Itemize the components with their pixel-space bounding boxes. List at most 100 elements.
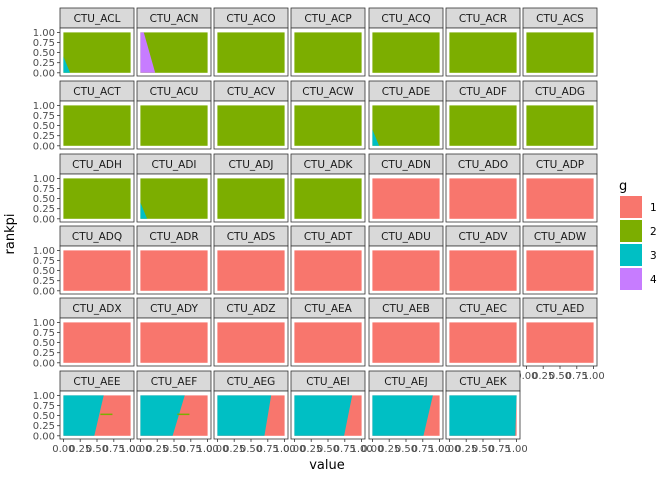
legend-key-4 [620,268,642,290]
area-series-1 [526,178,594,219]
facet-panel: CTU_AEC [445,297,521,367]
strip-label: CTU_ACT [73,86,121,98]
y-tick-label: 0.25 [33,131,55,142]
y-tick-label: 1.00 [33,101,55,112]
y-tick-label: 1.00 [33,174,55,185]
facet-panel: CTU_ADR [136,225,212,295]
y-tick-label: 0.75 [33,256,55,267]
strip-label: CTU_ACV [227,86,276,98]
area-series-1 [372,250,440,291]
area-series-3 [63,395,104,436]
area-series-3 [217,395,272,436]
area-series-3 [372,129,380,146]
strip-label: CTU_ACS [536,13,584,25]
strip-label: CTU_ADE [382,86,431,98]
x-tick-label: 0.50 [86,444,108,455]
x-tick-label: 0.25 [378,444,400,455]
area-series-1 [217,250,285,291]
y-tick-label: 1.00 [33,318,55,329]
area-series-1 [449,250,517,291]
x-tick-label: 0.75 [412,444,434,455]
area-series-2 [217,105,285,146]
x-tick-label: 0.75 [489,444,511,455]
strip-label: CTU_ADI [151,159,196,171]
strip-label: CTU_ADF [459,86,507,98]
x-tick-label: 0.00 [129,444,151,455]
facet-panel: CTU_AEA [290,297,366,367]
y-tick-label: 0.50 [33,194,55,205]
area-series-1 [63,322,131,363]
x-tick-label: 0.75 [180,444,202,455]
area-series-1 [217,322,285,363]
y-tick-label: 0.00 [33,68,55,79]
x-tick-label: 0.50 [395,444,417,455]
x-tick-label: 0.75 [103,444,125,455]
facet-panel: CTU_ADX 0.000.250.500.751.00 [33,297,135,369]
y-tick-label: 1.00 [33,28,55,39]
strip-label: CTU_AED [536,303,585,315]
facet-panel: CTU_ADS [213,225,289,295]
area-series-2 [217,178,285,219]
x-tick-label: 0.50 [240,444,262,455]
strip-label: CTU_ACL [74,13,121,25]
x-tick-label: 0.00 [52,444,74,455]
area-series-3 [63,56,71,73]
facet-panel: CTU_ADN [368,153,444,223]
y-tick-label: 0.00 [33,286,55,297]
area-series-3 [140,202,148,219]
strip-label: CTU_ADS [227,231,276,243]
x-tick-label: 0.25 [223,444,245,455]
y-tick-label: 0.00 [33,431,55,442]
facet-panel: CTU_ACQ [368,7,444,77]
strip-label: CTU_ADR [149,231,198,243]
strip-label: CTU_ADU [381,231,431,243]
facet-panel: CTU_ADF [445,80,521,150]
legend-label: 1 [650,202,657,214]
x-tick-label: 0.00 [283,444,305,455]
strip-label: CTU_ADQ [72,231,122,243]
strip-label: CTU_ACR [459,13,507,25]
strip-label: CTU_ACU [150,86,199,98]
legend-title: g [619,179,627,194]
x-tick-label: 0.75 [566,371,588,382]
area-series-3 [294,395,353,436]
strip-label: CTU_ADH [72,159,122,171]
facet-panel: CTU_ACW [290,80,366,150]
x-axis-title: value [309,458,345,473]
x-tick-label: 1.00 [582,371,604,382]
area-series-2 [449,32,517,73]
area-series-1 [294,250,362,291]
area-series-1 [372,322,440,363]
facet-panel: CTU_ADG [522,80,598,150]
area-series-1 [449,322,517,363]
strip-label: CTU_AEJ [384,376,428,388]
strip-label: CTU_AEG [227,376,276,388]
strip-label: CTU_AEE [73,376,120,388]
strip-label: CTU_ADJ [228,159,273,171]
strip-label: CTU_ADZ [226,303,275,315]
x-tick-label: 1.00 [273,444,295,455]
y-tick-label: 0.50 [33,338,55,349]
legend-key-3 [620,244,642,266]
legend-key-1 [620,196,642,218]
facet-panel: CTU_ACT 0.000.250.500.751.00 [33,80,135,152]
x-tick-label: 0.75 [334,444,356,455]
area-series-2 [100,413,113,416]
x-tick-label: 0.25 [69,444,91,455]
strip-label: CTU_AEK [459,376,507,388]
facet-panel: CTU_ACL 0.000.250.500.751.00 [33,7,135,79]
y-tick-label: 0.75 [33,401,55,412]
facet-panel: CTU_ADJ [213,153,289,223]
y-tick-label: 0.75 [33,38,55,49]
x-tick-label: 0.25 [300,444,322,455]
x-tick-label: 1.00 [350,444,372,455]
facet-panel: CTU_AEI 0.000.250.500.751.00 [283,370,373,455]
area-series-1 [372,178,440,219]
strip-label: CTU_ADW [534,231,587,243]
y-tick-label: 0.25 [33,204,55,215]
y-tick-label: 0.50 [33,411,55,422]
facet-panel: CTU_ADQ 0.000.250.500.751.00 [33,225,135,297]
area-series-2 [294,32,362,73]
